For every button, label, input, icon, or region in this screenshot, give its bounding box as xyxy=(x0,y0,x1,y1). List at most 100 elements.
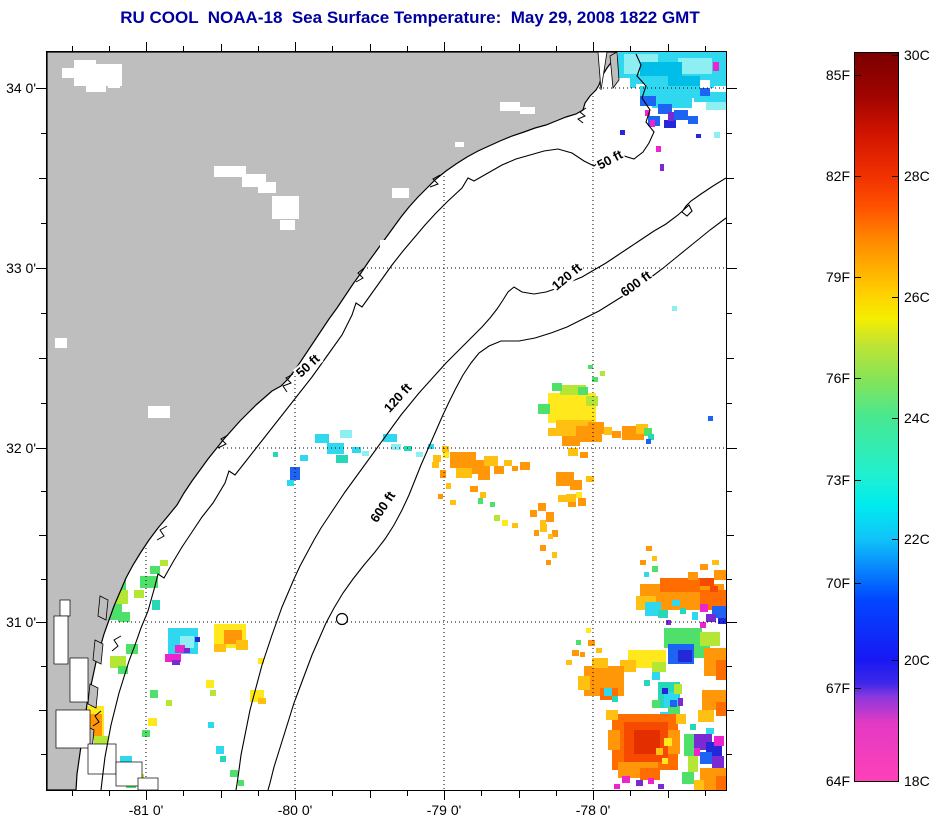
sst-pixel xyxy=(663,119,676,128)
sst-pixel xyxy=(537,403,550,414)
sst-pixel xyxy=(565,659,572,665)
sst-pixel xyxy=(644,601,661,616)
sst-pixel xyxy=(673,683,682,694)
lat-tick-label: 32 0' xyxy=(6,440,36,456)
axis-tick xyxy=(481,46,483,52)
sst-pixel xyxy=(613,783,620,789)
colorbar-tick xyxy=(892,660,898,661)
sst-pixel xyxy=(591,376,598,382)
sst-pixel xyxy=(705,613,716,622)
sst-pixel xyxy=(619,129,625,135)
sst-pixel xyxy=(437,493,443,499)
contour-120ft xyxy=(234,177,726,790)
sst-pixel xyxy=(651,555,657,561)
sst-pixel xyxy=(649,119,655,127)
colorbar-tick xyxy=(855,583,861,584)
axis-tick xyxy=(726,535,734,536)
sst-pixel xyxy=(477,471,490,480)
axis-tick xyxy=(332,46,334,52)
axis-tick xyxy=(726,448,737,449)
coastline-detail xyxy=(92,107,586,726)
sst-pixel xyxy=(477,497,483,504)
colorbar-tick xyxy=(855,781,861,782)
sst-pixel xyxy=(659,163,664,171)
sst-pixel xyxy=(479,491,486,498)
axis-tick xyxy=(726,88,737,89)
sst-pixel xyxy=(361,450,369,456)
axis-tick xyxy=(518,790,520,798)
sst-pixel xyxy=(699,577,714,586)
sst-pixel xyxy=(561,435,580,446)
sst-pixel xyxy=(715,701,726,716)
sst-pixel xyxy=(237,779,244,786)
sst-pixel xyxy=(657,609,668,618)
sst-pixel xyxy=(699,563,708,570)
axis-tick xyxy=(36,448,47,449)
axis-tick xyxy=(71,790,73,796)
sst-pixel xyxy=(565,493,576,502)
axis-tick xyxy=(295,42,296,52)
lon-tick-label: -79 0' xyxy=(426,802,462,817)
sst-pixel xyxy=(165,699,172,706)
sst-pixel xyxy=(469,485,478,492)
sst-pixel xyxy=(432,454,441,462)
axis-tick xyxy=(726,223,732,224)
sst-pixel xyxy=(651,565,658,572)
sst-pixel xyxy=(442,451,449,458)
sst-pixel xyxy=(707,415,713,421)
sst-pixel xyxy=(529,509,537,517)
sst-pixel xyxy=(577,675,590,690)
sst-pixel xyxy=(299,454,308,461)
sst-pixel xyxy=(567,447,578,456)
sst-pixel xyxy=(571,649,579,656)
sst-pixel xyxy=(207,721,214,728)
axis-tick xyxy=(183,46,185,52)
sst-pixel xyxy=(209,689,216,696)
axis-tick xyxy=(36,622,47,623)
axis-tick xyxy=(108,790,110,796)
axis-tick xyxy=(369,790,371,798)
sst-pixel xyxy=(449,499,456,505)
temperature-colorbar xyxy=(853,51,899,782)
sst-pixel xyxy=(577,386,588,395)
sst-pixel xyxy=(603,687,612,696)
sst-pixel xyxy=(587,421,604,434)
sst-pixel xyxy=(635,423,648,434)
page-title: RU COOL NOAA-18 Sea Surface Temperature:… xyxy=(120,8,700,27)
colorbar-tick xyxy=(892,781,898,782)
axis-tick xyxy=(593,42,594,52)
sst-pixel xyxy=(117,665,128,674)
lon-tick-label: -78 0' xyxy=(575,802,611,817)
axis-tick xyxy=(593,790,594,800)
colorbar-f-label: 76F xyxy=(825,370,850,386)
axis-tick xyxy=(667,44,669,52)
depth-circle xyxy=(335,612,348,625)
axis-tick xyxy=(41,133,47,134)
axis-tick xyxy=(726,622,737,623)
axis-tick xyxy=(257,790,259,796)
sst-pixel xyxy=(257,697,266,704)
sst-pixel xyxy=(382,433,397,442)
sst-pixel xyxy=(547,427,560,436)
axis-tick xyxy=(444,42,445,52)
sst-pixel xyxy=(659,577,700,592)
colorbar-c-label: 26C xyxy=(904,289,930,305)
sst-pixel xyxy=(149,689,158,698)
coastal-islet xyxy=(609,51,619,89)
sst-pixel xyxy=(557,494,566,502)
axis-tick xyxy=(726,666,732,667)
sst-pixel xyxy=(441,445,449,452)
sst-pixel xyxy=(603,426,612,435)
sst-pixel xyxy=(639,85,700,98)
map-canvas xyxy=(46,51,726,790)
colorbar-c-label: 18C xyxy=(904,773,930,789)
axis-tick xyxy=(41,223,47,224)
axis-tick xyxy=(39,535,47,536)
sst-pixel xyxy=(272,451,278,457)
sst-pixel xyxy=(693,91,726,102)
axis-tick xyxy=(406,46,408,52)
sst-pixel xyxy=(109,655,126,668)
axis-tick xyxy=(41,579,47,580)
sst-pixel xyxy=(621,775,630,783)
sst-pixel xyxy=(677,649,692,662)
